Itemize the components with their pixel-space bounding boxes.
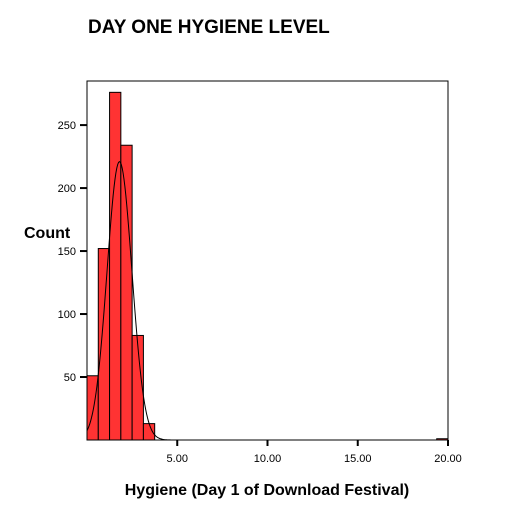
histogram-bar — [120, 144, 133, 441]
x-tick-label: 5.00 — [167, 453, 188, 465]
x-tick-label: 10.00 — [254, 453, 282, 465]
histogram-bar — [97, 248, 111, 441]
axes: 50 100 150 200 250 5.00 10.00 15.00 20.00 — [58, 120, 462, 465]
histogram-bar — [109, 91, 122, 441]
histogram-bar — [131, 334, 144, 441]
x-tick-label: 15.00 — [344, 453, 372, 465]
y-tick-label: 100 — [58, 309, 76, 321]
x-tick-label: 20.00 — [434, 453, 462, 465]
y-tick-label: 50 — [64, 372, 76, 384]
histogram-bars — [86, 91, 449, 441]
x-axis-title: Hygiene (Day 1 of Download Festival) — [125, 482, 410, 499]
chart-title: DAY ONE HYGIENE LEVEL — [88, 17, 330, 38]
y-tick-label: 200 — [58, 183, 76, 195]
y-tick-label: 250 — [58, 120, 76, 132]
y-axis-title: Count — [24, 225, 71, 242]
y-tick-label: 150 — [58, 246, 76, 258]
